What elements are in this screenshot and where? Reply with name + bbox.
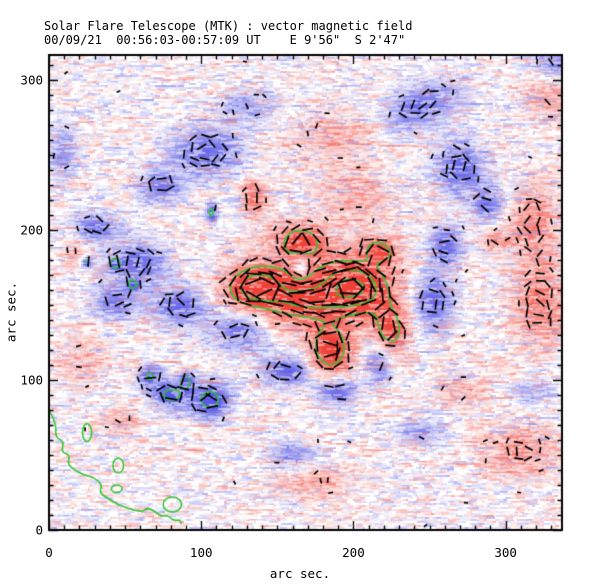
plot-title: Solar Flare Telescope (MTK) : vector mag… — [44, 19, 413, 33]
plot-subtitle: 00/09/21 00:56:03-00:57:09 UT E 9'56" S … — [44, 33, 406, 47]
x-axis-label: arc sec. — [269, 566, 331, 581]
y-axis-label: arc sec. — [3, 281, 19, 343]
